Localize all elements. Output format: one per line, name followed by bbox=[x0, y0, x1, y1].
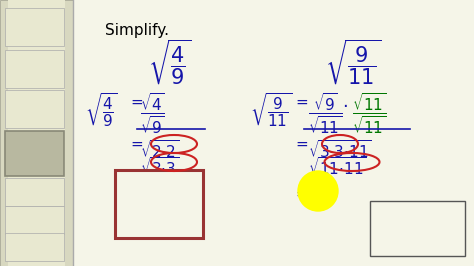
Text: $=$: $=$ bbox=[293, 94, 309, 109]
Bar bbox=[8, 0, 65, 266]
Text: $\sqrt{2{\cdot}2}$: $\sqrt{2{\cdot}2}$ bbox=[140, 139, 180, 161]
Text: $\sqrt{3{\cdot}3{\cdot}11}$: $\sqrt{3{\cdot}3{\cdot}11}$ bbox=[308, 139, 372, 161]
Bar bbox=[5, 8, 64, 46]
Text: $=$: $=$ bbox=[293, 186, 309, 201]
Text: $\dfrac{\sqrt{4}}{\sqrt{9}}$: $\dfrac{\sqrt{4}}{\sqrt{9}}$ bbox=[140, 91, 165, 136]
Bar bbox=[5, 233, 64, 261]
Bar bbox=[5, 178, 64, 206]
Bar bbox=[0, 0, 73, 266]
Text: $\sqrt{\dfrac{4}{9}}$: $\sqrt{\dfrac{4}{9}}$ bbox=[148, 38, 191, 87]
Bar bbox=[370, 201, 465, 256]
Text: $^n\!\sqrt{\dfrac{x}{y}} = \dfrac{^n\!\sqrt{x}}{^n\!\sqrt{y}}$: $^n\!\sqrt{\dfrac{x}{y}} = \dfrac{^n\!\s… bbox=[375, 208, 430, 237]
Text: $\sqrt{11{\cdot}11}$: $\sqrt{11{\cdot}11}$ bbox=[308, 156, 367, 178]
Bar bbox=[5, 90, 64, 128]
Text: ${\cdot}$: ${\cdot}$ bbox=[342, 96, 348, 114]
Bar bbox=[5, 131, 64, 176]
Text: $\sqrt{\dfrac{4}{9}}$: $\sqrt{\dfrac{4}{9}}$ bbox=[85, 91, 118, 128]
Text: $=$: $=$ bbox=[128, 94, 144, 109]
Text: $\sqrt{3{\cdot}3}$: $\sqrt{3{\cdot}3}$ bbox=[140, 156, 180, 178]
Text: $=$: $=$ bbox=[293, 136, 309, 151]
Text: $\dfrac{2}{3}$: $\dfrac{2}{3}$ bbox=[145, 191, 159, 229]
Text: $\sqrt{\dfrac{9}{11}}$: $\sqrt{\dfrac{9}{11}}$ bbox=[250, 91, 292, 128]
Circle shape bbox=[298, 171, 338, 211]
Bar bbox=[115, 170, 203, 238]
Text: $\sqrt{\dfrac{9}{11}}$: $\sqrt{\dfrac{9}{11}}$ bbox=[325, 38, 381, 87]
Bar bbox=[5, 206, 64, 234]
Text: Simplify.: Simplify. bbox=[105, 23, 169, 38]
Bar bbox=[5, 50, 64, 88]
Text: $\dfrac{\sqrt{9}}{\sqrt{11}}$: $\dfrac{\sqrt{9}}{\sqrt{11}}$ bbox=[308, 91, 343, 136]
Text: $=$: $=$ bbox=[122, 186, 139, 204]
Text: $=$: $=$ bbox=[128, 136, 144, 151]
Text: $\dfrac{\sqrt{11}}{\sqrt{11}}$: $\dfrac{\sqrt{11}}{\sqrt{11}}$ bbox=[352, 91, 387, 136]
